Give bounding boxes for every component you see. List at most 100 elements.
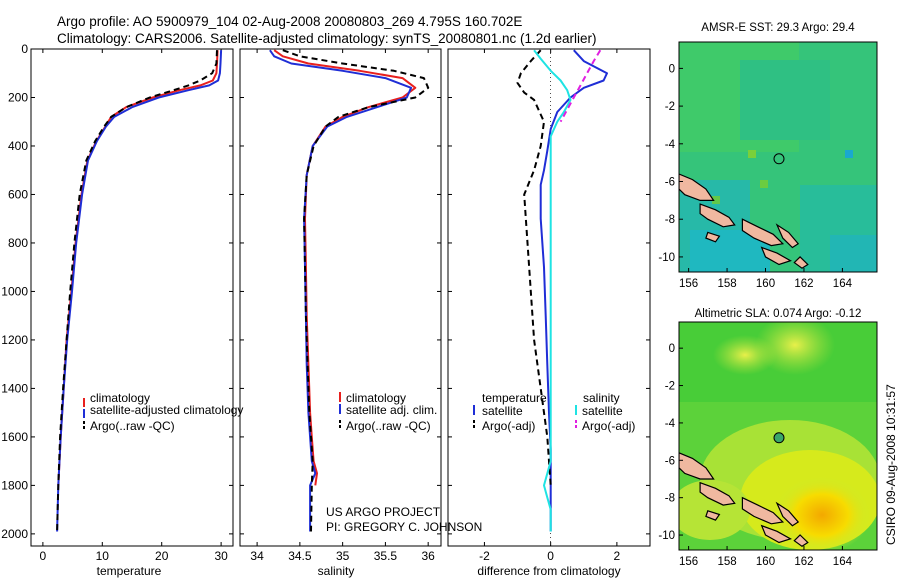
map-y-tick-label: -6 bbox=[665, 177, 675, 189]
land-island bbox=[705, 231, 721, 243]
land-island bbox=[741, 496, 785, 525]
sst-argo-marker bbox=[773, 153, 785, 165]
map-x-tick-label: 156 bbox=[679, 278, 698, 290]
land-island bbox=[775, 501, 800, 527]
temperature-plot-frame bbox=[30, 48, 234, 547]
sst-cell bbox=[748, 150, 756, 158]
series-line-satellite-adj-clim- bbox=[269, 49, 413, 532]
legend-label-satellite-adj: satellite adj. clim. bbox=[346, 403, 437, 417]
sla-map-field bbox=[679, 322, 877, 550]
y-tick-label: 1200 bbox=[1, 333, 28, 347]
x-tick-label: 0 bbox=[547, 549, 554, 563]
land-island bbox=[793, 256, 809, 269]
salinity-axes: 34 34.5 35 35.5 36 bbox=[240, 48, 441, 563]
y-tick-label: 1800 bbox=[1, 478, 28, 492]
map-x-tick-label: 158 bbox=[717, 278, 736, 290]
map-y-tick-label: -10 bbox=[658, 530, 675, 542]
sst-cell bbox=[760, 180, 768, 188]
series-line-salinity-satellite bbox=[533, 49, 572, 532]
sst-map-frame bbox=[678, 41, 878, 273]
series-line-satellite-adjusted-climatology bbox=[56, 50, 223, 532]
legend-label-sal-satellite: satellite bbox=[582, 404, 623, 418]
map-x-tick-label: 156 bbox=[679, 556, 698, 568]
land-island bbox=[679, 452, 715, 480]
series-line-argo-raw-qc- bbox=[282, 49, 430, 532]
x-tick-label: 0 bbox=[40, 549, 47, 563]
difference-axes: -2 0 2 bbox=[448, 48, 650, 563]
sst-patch bbox=[830, 235, 877, 272]
temperature-panel: 0 10 20 30 0 200 400 600 800 1000 1200 1400 1600 1800… bbox=[1, 42, 243, 578]
y-tick-label: 400 bbox=[8, 139, 28, 153]
legend-label-temp-satellite: satellite bbox=[482, 404, 523, 418]
land-island bbox=[775, 223, 800, 249]
land-island bbox=[741, 218, 785, 247]
sst-map-field bbox=[679, 42, 877, 272]
difference-plot-frame bbox=[447, 48, 651, 547]
temperature-axes: 0 10 20 30 0 200 400 600 800 1000 1200 1400 1600 1800… bbox=[1, 42, 233, 563]
sst-cell bbox=[712, 196, 720, 204]
y-tick-label: 2000 bbox=[1, 527, 28, 541]
sla-map-title: Altimetric SLA: 0.074 Argo: -0.12 bbox=[695, 308, 862, 320]
x-tick-label: 34 bbox=[250, 549, 264, 563]
map-x-tick-label: 162 bbox=[794, 556, 813, 568]
y-tick-label: 200 bbox=[8, 90, 28, 104]
map-y-tick-label: 0 bbox=[669, 63, 675, 75]
legend-label-temp-argo: Argo(-adj) bbox=[482, 419, 535, 433]
x-tick-label: 35.5 bbox=[374, 549, 398, 563]
x-tick-label: -2 bbox=[479, 549, 490, 563]
sla-patch bbox=[679, 480, 750, 540]
legend-label-climatology: climatology bbox=[90, 391, 150, 405]
sla-map-panel: Altimetric SLA: 0.074 Argo: -0.12 156 158… bbox=[658, 308, 878, 568]
x-tick-label: 36 bbox=[421, 549, 435, 563]
map-y-tick-label: -8 bbox=[665, 493, 675, 505]
difference-panel: -2 0 2 difference from climatology tempera… bbox=[447, 48, 651, 578]
legend-heading-salinity: salinity bbox=[583, 391, 620, 405]
sst-map-axes: 156 158 160 162 164 0 -2 -4 -6 -8 -10 bbox=[658, 63, 852, 290]
credit-pi: PI: GREGORY C. JOHNSON bbox=[326, 520, 482, 534]
legend-label-sal-argo: Argo(-adj) bbox=[582, 419, 635, 433]
y-tick-label: 0 bbox=[21, 42, 28, 56]
map-y-tick-label: -2 bbox=[665, 101, 675, 113]
y-tick-label: 1000 bbox=[1, 284, 28, 298]
sst-map-title: AMSR-E SST: 29.3 Argo: 29.4 bbox=[701, 22, 855, 34]
legend-label-argo: Argo(..raw -QC) bbox=[346, 419, 431, 433]
temperature-legend: climatology satellite-adjusted climatolo… bbox=[83, 391, 243, 433]
land-island bbox=[793, 534, 809, 548]
map-y-tick-label: 0 bbox=[669, 343, 675, 355]
map-x-tick-label: 160 bbox=[756, 278, 775, 290]
salinity-panel: 34 34.5 35 35.5 36 salinity climatology sate… bbox=[239, 48, 482, 578]
x-tick-label: 20 bbox=[155, 549, 169, 563]
temperature-lines bbox=[56, 50, 223, 532]
x-tick-label: 35 bbox=[336, 549, 350, 563]
sst-land bbox=[679, 173, 809, 269]
map-x-tick-label: 164 bbox=[833, 556, 853, 568]
salinity-lines bbox=[269, 49, 430, 532]
x-tick-label: 34.5 bbox=[288, 549, 312, 563]
difference-lines bbox=[516, 49, 608, 546]
salinity-plot-frame bbox=[239, 48, 442, 547]
sla-map-frame bbox=[678, 321, 878, 551]
map-x-tick-label: 158 bbox=[717, 556, 736, 568]
map-y-tick-label: -8 bbox=[665, 214, 675, 226]
legend-label-argo: Argo(..raw -QC) bbox=[90, 419, 175, 433]
x-tick-label: 30 bbox=[214, 549, 228, 563]
series-line-temperature-argo-adj- bbox=[516, 49, 552, 486]
x-tick-label: 2 bbox=[614, 549, 621, 563]
salinity-legend: climatology satellite adj. clim. Argo(..… bbox=[339, 391, 437, 433]
y-tick-label: 800 bbox=[8, 236, 28, 250]
map-y-tick-label: -4 bbox=[665, 418, 676, 430]
sla-patch bbox=[713, 335, 777, 375]
difference-x-label: difference from climatology bbox=[477, 564, 620, 578]
land-island bbox=[699, 203, 736, 228]
sst-map-panel: AMSR-E SST: 29.3 Argo: 29.4 156 158 160 162… bbox=[658, 22, 878, 290]
sst-cell bbox=[845, 150, 853, 158]
legend-label-satellite-adjusted: satellite-adjusted climatology bbox=[90, 403, 243, 417]
credit-project: US ARGO PROJECT bbox=[326, 505, 441, 519]
sla-argo-marker bbox=[773, 432, 785, 444]
map-x-tick-label: 160 bbox=[756, 556, 775, 568]
header-line-1: Argo profile: AO 5900979_104 02-Aug-2008… bbox=[57, 14, 522, 29]
series-line-argo-raw-qc- bbox=[56, 50, 218, 532]
land-island bbox=[705, 510, 721, 521]
series-line-salinity-argo-adj- bbox=[559, 49, 602, 123]
